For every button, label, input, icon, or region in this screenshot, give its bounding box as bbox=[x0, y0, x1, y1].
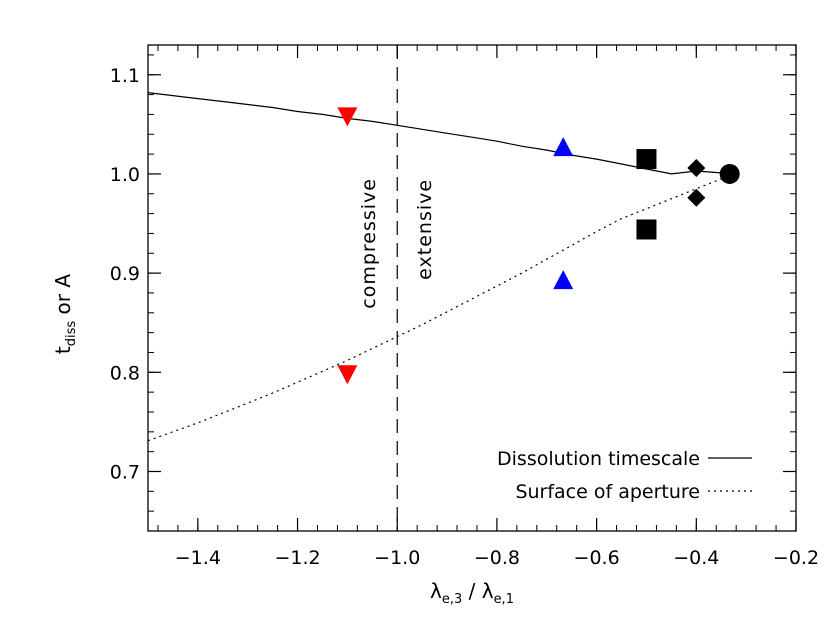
markers bbox=[337, 107, 740, 385]
y-axis-label-rest: or A bbox=[51, 274, 75, 321]
x-tick-label: −0.2 bbox=[773, 547, 819, 569]
x-tick-labels: −1.4 −1.2 −1.0 −0.8 −0.6 −0.4 −0.2 bbox=[175, 547, 819, 569]
y-tick-label: 0.8 bbox=[110, 362, 140, 384]
y-axis-label-t: t bbox=[51, 346, 75, 354]
x-axis-label: λe,3 / λe,1 bbox=[430, 579, 514, 607]
marker-diamond-upper bbox=[687, 158, 706, 177]
marker-down-triangle-lower bbox=[337, 365, 358, 385]
marker-up-triangle-upper bbox=[553, 137, 574, 157]
x-tick-label: −0.4 bbox=[673, 547, 719, 569]
legend-label-dissolution: Dissolution timescale bbox=[497, 448, 700, 470]
series-lines bbox=[147, 92, 731, 442]
y-tick-label: 0.7 bbox=[110, 461, 140, 483]
y-axis-label: tdiss or A bbox=[51, 274, 79, 354]
y-tick-label: 0.9 bbox=[110, 263, 140, 285]
plot-frame bbox=[147, 44, 797, 532]
marker-square-upper bbox=[636, 149, 657, 170]
x-tick-label: −1.0 bbox=[374, 547, 420, 569]
region-label-compressive: compressive bbox=[358, 178, 380, 309]
y-tick-labels: 0.7 0.8 0.9 1.0 1.1 bbox=[110, 65, 140, 484]
x-tick-label: −0.8 bbox=[474, 547, 520, 569]
marker-circle bbox=[719, 163, 740, 184]
x-tick-label: −1.2 bbox=[274, 547, 320, 569]
marker-up-triangle-lower bbox=[553, 270, 574, 290]
x-axis-label-sep: / bbox=[462, 579, 481, 603]
x-tick-label: −0.6 bbox=[574, 547, 620, 569]
marker-down-triangle-upper bbox=[337, 107, 358, 127]
y-axis-label-sub: diss bbox=[64, 321, 79, 347]
x-axis-label-lambda: λ bbox=[430, 579, 442, 603]
series-line-surface-of-aperture bbox=[147, 173, 731, 442]
legend: Dissolution timescale Surface of apertur… bbox=[497, 448, 752, 503]
legend-label-aperture: Surface of aperture bbox=[515, 481, 700, 503]
x-axis-label-lambda2: λ bbox=[482, 579, 494, 603]
marker-square-lower bbox=[636, 219, 657, 240]
x-axis-label-sub1: e,3 bbox=[442, 592, 462, 607]
x-tick-label: −1.4 bbox=[175, 547, 221, 569]
x-axis-label-sub2: e,1 bbox=[494, 592, 514, 607]
marker-diamond-lower bbox=[687, 188, 706, 207]
y-tick-label: 1.1 bbox=[110, 65, 140, 87]
y-tick-label: 1.0 bbox=[110, 164, 140, 186]
major-ticks bbox=[148, 45, 797, 531]
region-label-extensive: extensive bbox=[414, 179, 436, 280]
